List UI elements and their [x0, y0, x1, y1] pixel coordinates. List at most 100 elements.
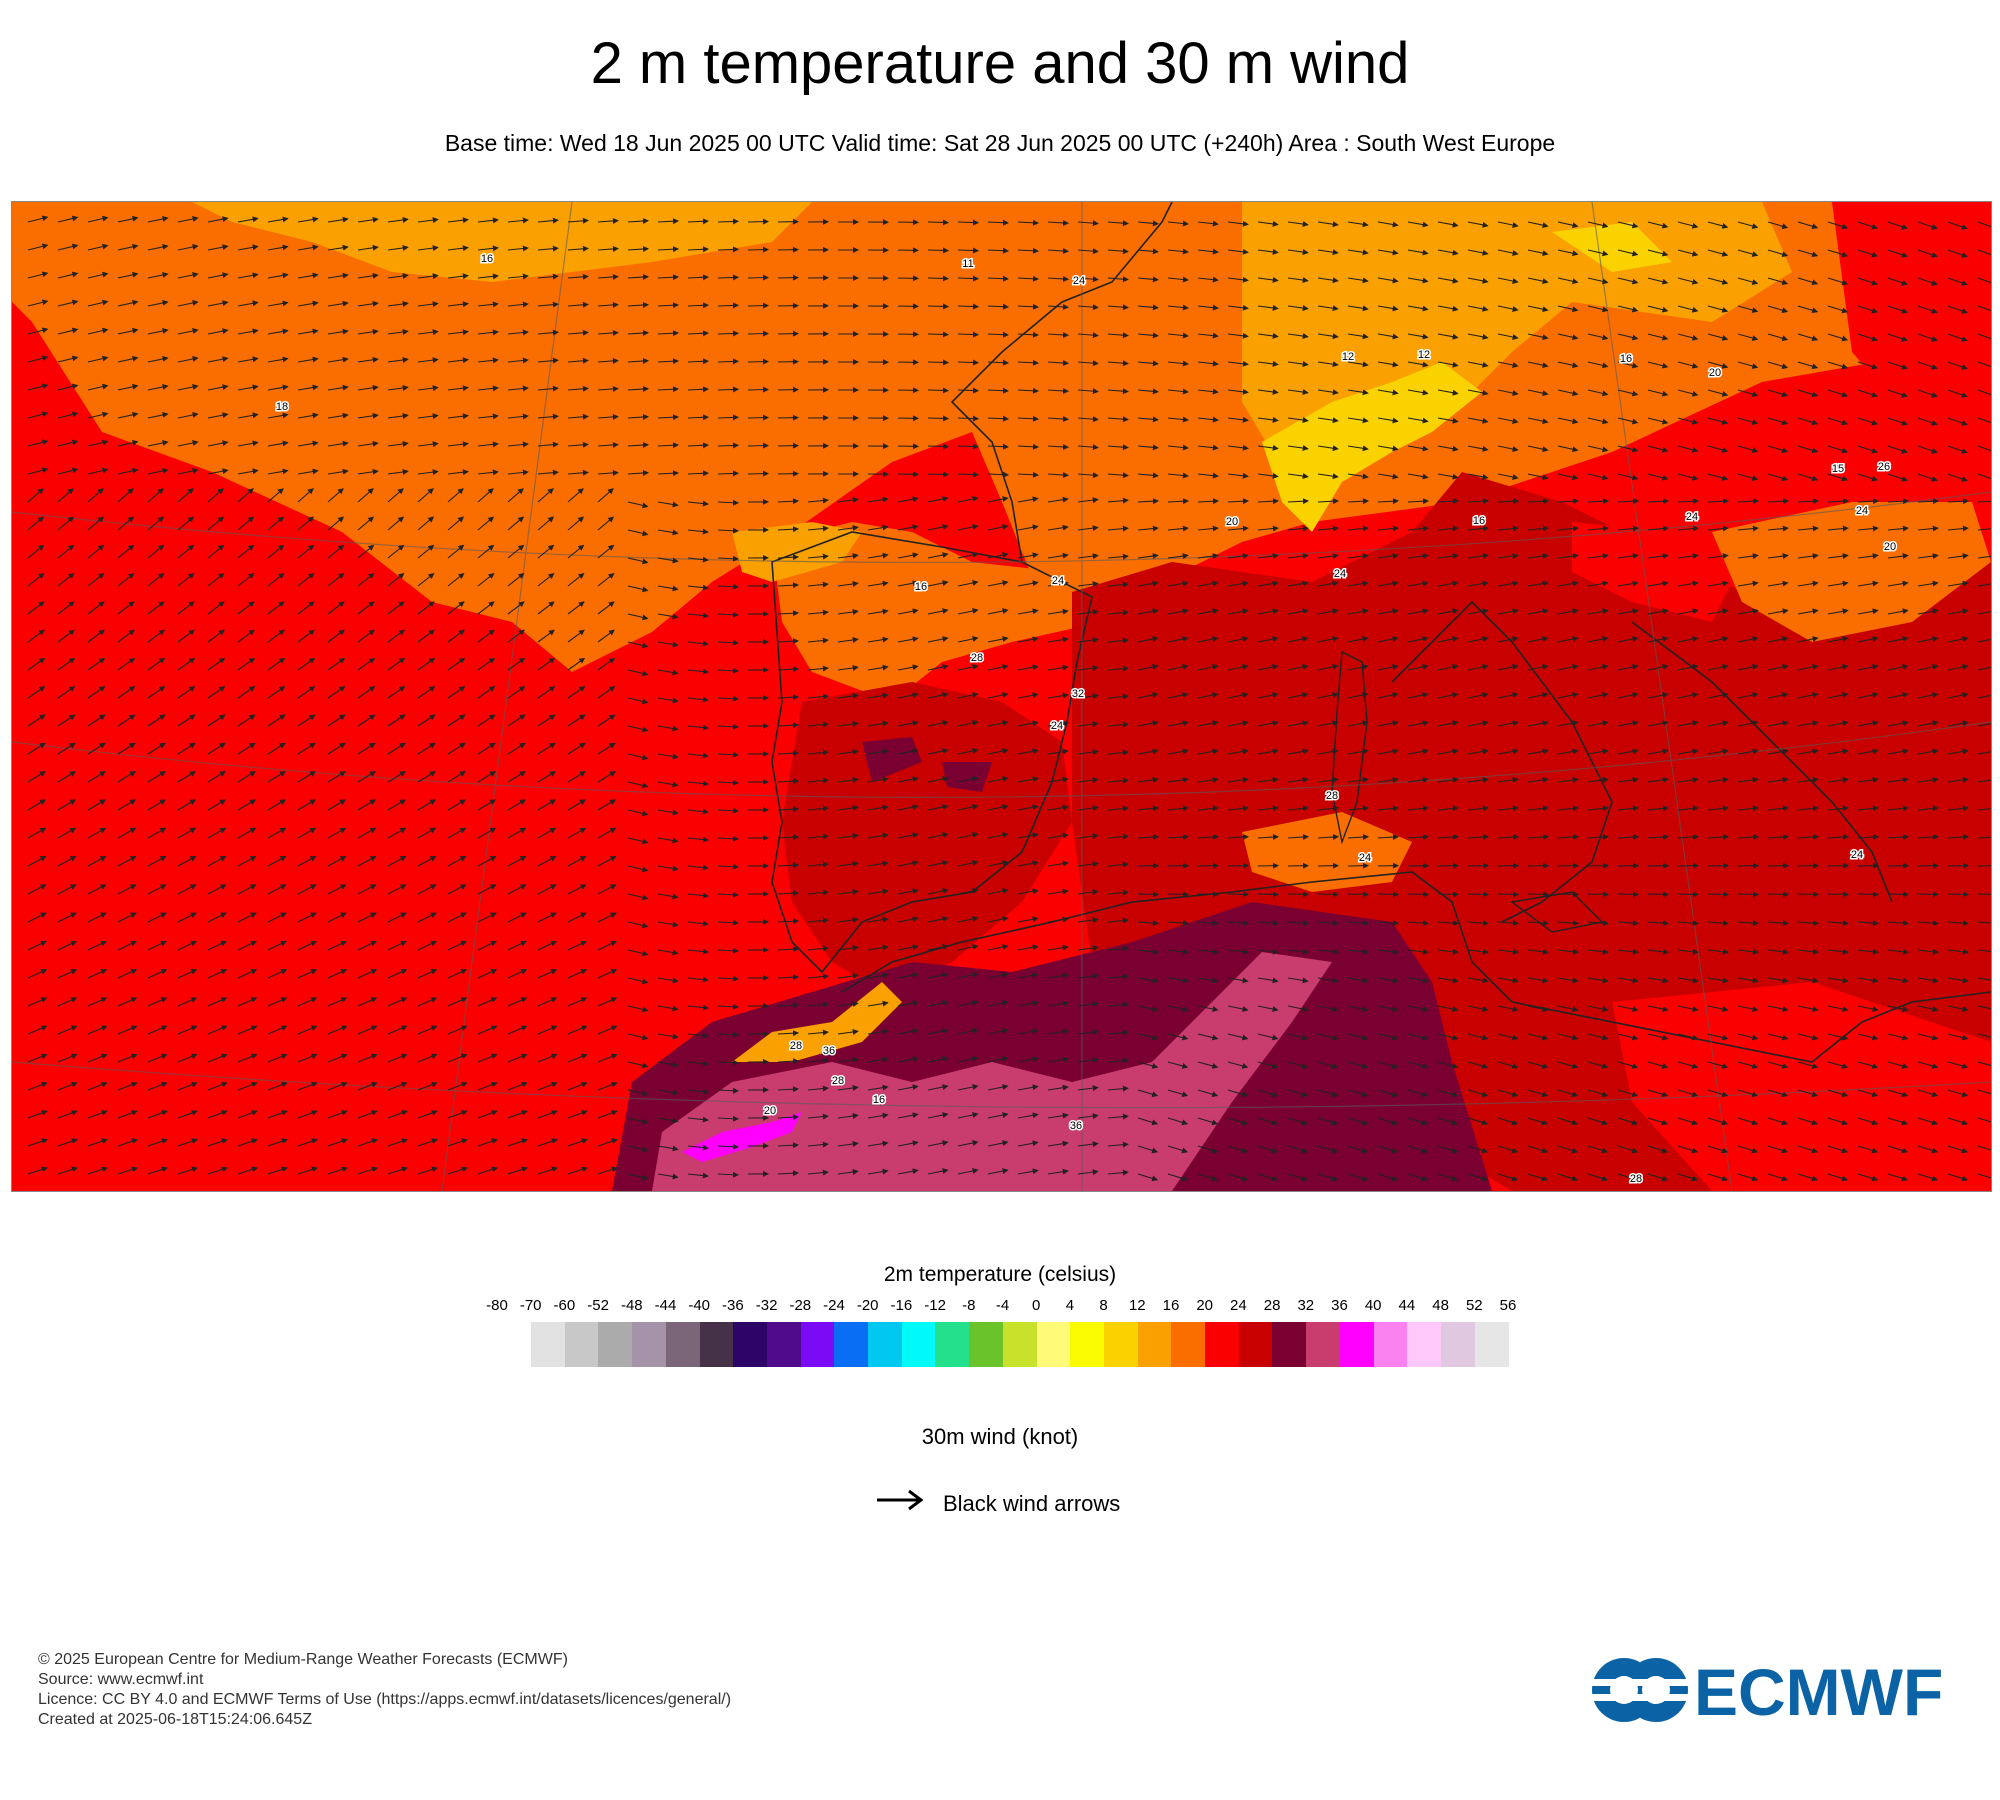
wind-arrow: [1167, 416, 1189, 423]
wind-arrow: [177, 272, 199, 279]
wind-arrow: [507, 273, 529, 280]
wind-arrow: [1527, 249, 1549, 257]
wind-arrow: [1737, 249, 1759, 257]
wind-arrow: [1947, 305, 1968, 314]
wind-arrow: [1677, 417, 1699, 425]
wind-arrow: [1467, 389, 1489, 396]
wind-arrow: [627, 330, 649, 337]
wind-arrow: [477, 301, 499, 308]
wind-arrow: [27, 327, 49, 335]
spot-temperature-label: 26: [1878, 461, 1890, 473]
field-36-40-sahara: [682, 1112, 802, 1162]
wind-arrow: [687, 414, 709, 421]
wind-arrow: [57, 355, 79, 363]
wind-arrow: [447, 273, 469, 280]
ecmwf-logo-mark: [1590, 1658, 1690, 1722]
wind-arrow: [207, 216, 229, 223]
wind-arrow: [1677, 305, 1699, 313]
temperature-wind-map[interactable]: 16 11 24 18 12 12 16 20 26 15 24 20 16 20 24 24 16 24 28 32…: [11, 201, 1992, 1192]
spot-temperature-label: 24: [1334, 568, 1346, 580]
field-24-28-iberia: [782, 682, 1072, 992]
spot-temperature-label: 24: [1073, 275, 1085, 287]
wind-arrow: [357, 328, 379, 335]
wind-arrow: [327, 216, 349, 223]
wind-arrow: [537, 385, 559, 392]
wind-arrow: [1347, 277, 1369, 284]
wind-arrow: [1227, 444, 1249, 451]
wind-arrow: [1737, 445, 1759, 453]
wind-arrow: [1257, 276, 1279, 283]
legend-swatch: [1272, 1322, 1307, 1367]
wind-arrow: [627, 442, 649, 449]
wind-arrow: [1707, 305, 1729, 313]
wind-arrow: [1647, 221, 1669, 229]
wind-arrow: [567, 245, 589, 252]
wind-arrow: [1797, 891, 1819, 898]
wind-arrow: [657, 330, 679, 337]
wind-arrow: [1377, 361, 1399, 368]
wind-arrow: [87, 271, 109, 279]
wind-arrow: [1077, 472, 1099, 479]
wind-arrow: [1767, 417, 1789, 426]
wind-arrow: [1077, 332, 1099, 339]
wind-arrow: [687, 386, 709, 393]
wind-arrow: [1677, 389, 1699, 397]
wind-arrow: [1617, 305, 1639, 313]
wind-arrow: [1437, 417, 1459, 424]
wind-arrow: [357, 356, 379, 363]
wind-arrow: [1257, 220, 1279, 227]
wind-arrow: [1197, 360, 1219, 367]
wind-arrow: [417, 413, 439, 420]
wind-arrow: [1287, 445, 1309, 451]
spot-temperature-label: 16: [1473, 515, 1485, 527]
wind-arrow: [537, 413, 559, 420]
wind-arrow: [1347, 361, 1369, 368]
wind-arrow: [207, 412, 229, 419]
wind-arrow: [147, 243, 169, 251]
wind-arrow: [1647, 249, 1669, 257]
wind-arrow: [1467, 277, 1489, 284]
wind-arrow: [1227, 276, 1249, 283]
wind-arrow: [1167, 891, 1189, 898]
wind-arrow: [1197, 332, 1219, 339]
wind-arrow: [1467, 333, 1489, 340]
wind-arrow: [27, 383, 49, 391]
wind-arrow: [297, 244, 319, 251]
wind-arrow: [1497, 389, 1519, 396]
legend-tick: -80: [486, 1297, 508, 1314]
wind-arrow: [1977, 249, 1991, 256]
wind-arrow: [567, 441, 589, 448]
wind-arrow: [1587, 333, 1609, 341]
spot-temperature-label: 12: [1418, 349, 1430, 361]
wind-arrow: [87, 243, 109, 251]
legend-swatch: [1103, 1322, 1139, 1367]
wind-arrow: [957, 275, 979, 282]
wind-arrow: [1977, 445, 1991, 452]
wind-arrow: [1947, 333, 1968, 342]
wind-arrow: [1197, 304, 1219, 311]
wind-arrow: [687, 330, 709, 337]
wind-arrow: [1377, 221, 1399, 228]
wind-arrow: [1527, 277, 1549, 285]
legend-tick: -48: [620, 1297, 643, 1314]
wind-arrow: [1107, 248, 1129, 255]
wind-arrow: [957, 219, 979, 226]
wind-arrow: [1077, 276, 1099, 283]
wind-arrow: [1737, 305, 1759, 313]
wind-arrow: [237, 440, 259, 447]
wind-arrow: [1467, 361, 1489, 368]
wind-arrow: [1557, 333, 1579, 341]
wind-arrow: [417, 273, 439, 280]
wind-arrow: [1107, 360, 1129, 367]
wind-arrow: [147, 411, 169, 419]
wind-arrow: [747, 274, 769, 281]
wind-arrow: [1647, 417, 1669, 425]
footer-created: Created at 2025-06-18T15:24:06.645Z: [38, 1711, 312, 1728]
legend-swatch: [834, 1322, 869, 1367]
wind-arrow: [1887, 333, 1908, 342]
wind-arrow: [1917, 277, 1938, 286]
wind-arrow: [1737, 333, 1759, 341]
wind-arrow: [1527, 221, 1549, 229]
wind-arrow: [1047, 247, 1069, 254]
legend-tick: 44: [1398, 1297, 1416, 1314]
